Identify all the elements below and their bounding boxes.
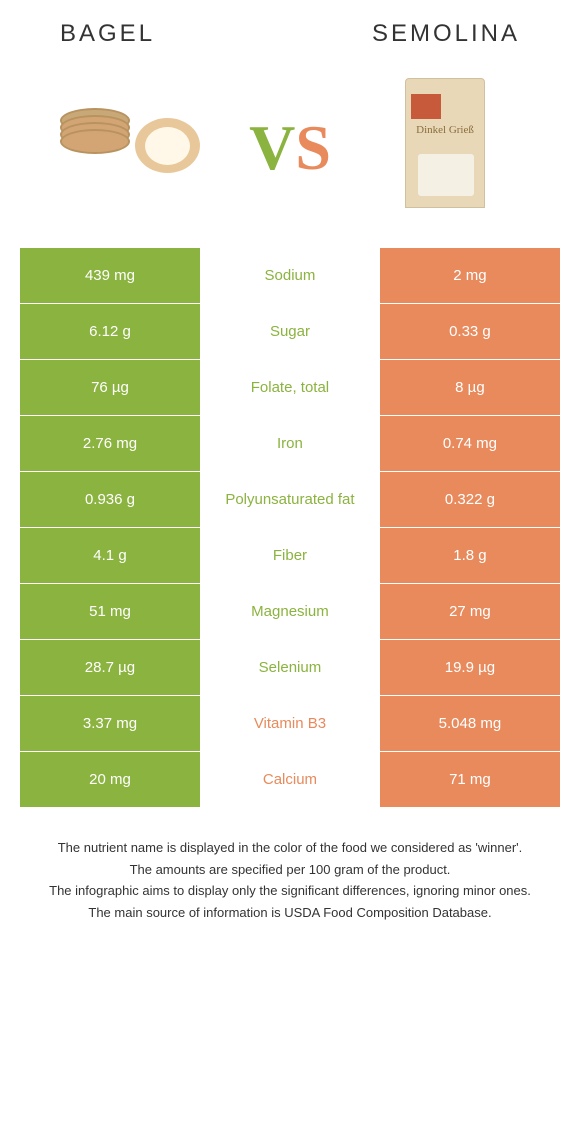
nutrient-label: Selenium (200, 640, 380, 696)
right-value: 19.9 µg (380, 640, 560, 696)
header-row: BAGEL SEMOLINA (20, 20, 560, 68)
footer-note-line: The amounts are specified per 100 gram o… (40, 860, 540, 880)
right-value: 0.322 g (380, 472, 560, 528)
nutrient-label: Sugar (200, 304, 380, 360)
package-text: Dinkel Grieß (406, 124, 484, 137)
footer-note-line: The infographic aims to display only the… (40, 881, 540, 901)
left-value: 439 mg (20, 248, 200, 304)
comparison-table: 439 mgSodium2 mg6.12 gSugar0.33 g76 µgFo… (20, 248, 560, 808)
footer-notes: The nutrient name is displayed in the co… (20, 808, 560, 922)
vs-label: VS (249, 111, 331, 185)
right-value: 5.048 mg (380, 696, 560, 752)
nutrient-label: Magnesium (200, 584, 380, 640)
table-row: 28.7 µgSelenium19.9 µg (20, 640, 560, 696)
table-row: 3.37 mgVitamin B35.048 mg (20, 696, 560, 752)
table-row: 0.936 gPolyunsaturated fat0.322 g (20, 472, 560, 528)
table-row: 439 mgSodium2 mg (20, 248, 560, 304)
left-value: 20 mg (20, 752, 200, 808)
vs-v-letter: V (249, 112, 295, 183)
right-food-title: SEMOLINA (372, 20, 520, 48)
table-row: 6.12 gSugar0.33 g (20, 304, 560, 360)
right-value: 27 mg (380, 584, 560, 640)
left-value: 51 mg (20, 584, 200, 640)
nutrient-label: Vitamin B3 (200, 696, 380, 752)
nutrient-label: Calcium (200, 752, 380, 808)
left-value: 4.1 g (20, 528, 200, 584)
images-row: VS Dinkel Grieß (20, 68, 560, 248)
right-value: 0.33 g (380, 304, 560, 360)
left-food-title: BAGEL (60, 20, 155, 48)
right-value: 0.74 mg (380, 416, 560, 472)
left-value: 76 µg (20, 360, 200, 416)
nutrient-label: Fiber (200, 528, 380, 584)
left-value: 3.37 mg (20, 696, 200, 752)
right-value: 71 mg (380, 752, 560, 808)
right-value: 2 mg (380, 248, 560, 304)
table-row: 4.1 gFiber1.8 g (20, 528, 560, 584)
table-row: 76 µgFolate, total8 µg (20, 360, 560, 416)
left-value: 0.936 g (20, 472, 200, 528)
footer-note-line: The nutrient name is displayed in the co… (40, 838, 540, 858)
right-food-image: Dinkel Grieß (360, 78, 540, 218)
nutrient-label: Polyunsaturated fat (200, 472, 380, 528)
footer-note-line: The main source of information is USDA F… (40, 903, 540, 923)
right-value: 1.8 g (380, 528, 560, 584)
table-row: 2.76 mgIron0.74 mg (20, 416, 560, 472)
table-row: 51 mgMagnesium27 mg (20, 584, 560, 640)
nutrient-label: Sodium (200, 248, 380, 304)
right-value: 8 µg (380, 360, 560, 416)
left-food-image (40, 78, 220, 218)
vs-s-letter: S (295, 112, 331, 183)
left-value: 28.7 µg (20, 640, 200, 696)
nutrient-label: Folate, total (200, 360, 380, 416)
table-row: 20 mgCalcium71 mg (20, 752, 560, 808)
left-value: 6.12 g (20, 304, 200, 360)
nutrient-label: Iron (200, 416, 380, 472)
left-value: 2.76 mg (20, 416, 200, 472)
